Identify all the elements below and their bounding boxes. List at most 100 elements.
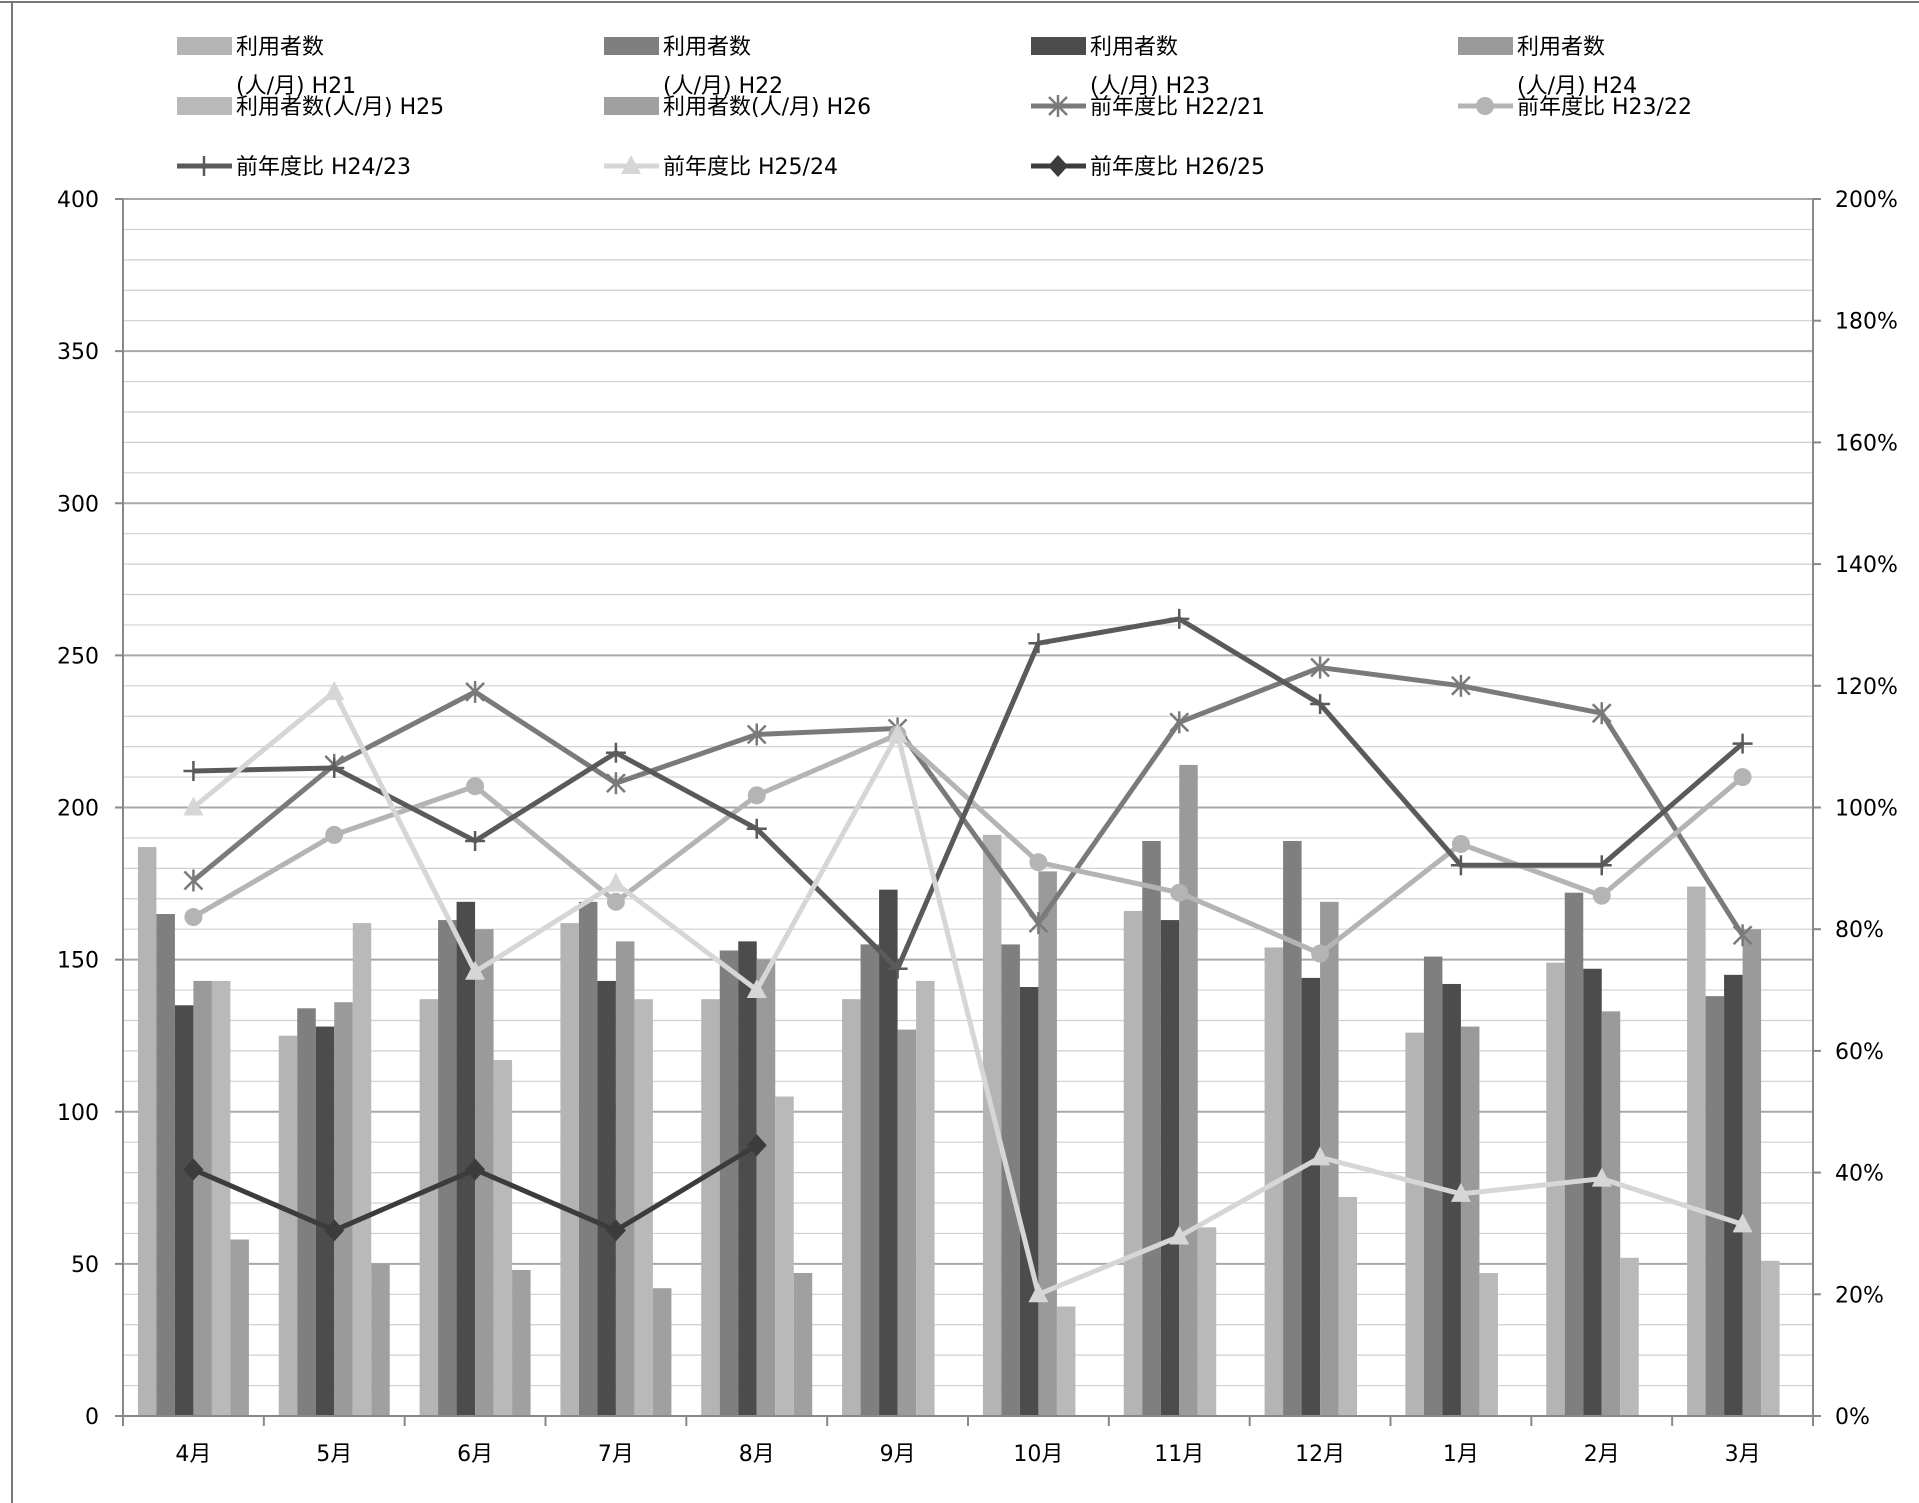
data-point xyxy=(1733,768,1752,787)
x-tick-label: 7月 xyxy=(598,1442,634,1467)
legend-label: 前年度比 H23/22 xyxy=(1517,95,1692,120)
y-left-tick-label: 50 xyxy=(71,1253,99,1278)
marker-triangle xyxy=(1732,1213,1753,1233)
legend-item: 利用者数(人/月) H26 xyxy=(604,95,871,120)
bar xyxy=(1761,1260,1780,1416)
bar xyxy=(278,1035,298,1416)
axes: 0 50 100 150 200 250 300 350 400 0% 20% 40% 60% 80% 10… xyxy=(57,188,1898,1467)
data-point xyxy=(183,760,204,781)
data-point xyxy=(1028,912,1049,935)
data-point xyxy=(1591,702,1612,725)
bar xyxy=(842,999,861,1416)
bar xyxy=(1620,1257,1639,1416)
data-point xyxy=(466,777,485,796)
y-right-tick-label: 120% xyxy=(1835,675,1898,700)
bar xyxy=(493,1060,513,1416)
bar xyxy=(1123,910,1143,1416)
data-point xyxy=(1476,97,1494,115)
marker-circle xyxy=(1029,853,1048,872)
legend-label: 利用者数(人/月) H26 xyxy=(663,95,871,120)
bar xyxy=(897,1029,917,1416)
y-left-tick-label: 400 xyxy=(57,188,99,213)
marker-triangle xyxy=(324,680,345,700)
y-right-tick-label: 60% xyxy=(1835,1040,1884,1065)
data-point xyxy=(183,869,204,892)
data-point xyxy=(621,155,641,174)
data-point xyxy=(324,680,345,700)
data-point xyxy=(1451,674,1471,697)
y-left-tick-label: 100 xyxy=(57,1101,99,1126)
y-right-tick-label: 140% xyxy=(1835,553,1898,578)
x-tick-label: 11月 xyxy=(1154,1442,1204,1467)
bar xyxy=(738,941,757,1416)
x-tick-label: 6月 xyxy=(457,1442,493,1467)
legend-label: 前年度比 H26/25 xyxy=(1090,155,1265,180)
bar xyxy=(1197,1227,1217,1416)
bar xyxy=(297,1008,316,1416)
marker-diamond xyxy=(746,1134,767,1157)
bar xyxy=(334,1002,353,1416)
bar xyxy=(560,923,579,1416)
marker-circle xyxy=(1451,835,1470,854)
data-point xyxy=(183,1158,204,1181)
bar xyxy=(916,980,935,1416)
y-right-tick-label: 40% xyxy=(1835,1162,1884,1187)
bar xyxy=(1038,871,1057,1416)
bar xyxy=(1705,996,1725,1416)
data-point xyxy=(606,892,625,911)
x-tick-label: 8月 xyxy=(739,1442,775,1467)
bar xyxy=(1601,1011,1621,1416)
data-point xyxy=(1170,883,1189,902)
bar xyxy=(1564,892,1584,1416)
legend-item: 前年度比 H23/22 xyxy=(1458,95,1692,120)
marker-diamond xyxy=(1048,155,1068,177)
legend-item: 利用者数 (人/月) H22 xyxy=(604,35,783,99)
data-point xyxy=(324,1219,345,1242)
bar xyxy=(719,950,739,1416)
legend-label: 利用者数 xyxy=(1090,35,1178,60)
bar xyxy=(1546,962,1565,1416)
bar xyxy=(174,1005,194,1416)
marker-circle xyxy=(1170,883,1189,902)
series-line xyxy=(191,665,1745,937)
bar xyxy=(982,834,1002,1416)
data-point xyxy=(1169,608,1190,629)
y-right-tick-label: 0% xyxy=(1835,1405,1870,1430)
marker-triangle xyxy=(465,960,486,980)
y-left-tick-label: 300 xyxy=(57,492,99,517)
data-point xyxy=(1028,633,1049,654)
marker-circle xyxy=(184,908,203,927)
marker-circle xyxy=(747,786,766,805)
data-point xyxy=(465,1158,486,1181)
data-point xyxy=(1451,835,1470,854)
data-point xyxy=(1732,924,1753,947)
legend-item: 利用者数 (人/月) H23 xyxy=(1031,35,1210,99)
data-point xyxy=(1169,1225,1190,1245)
bar xyxy=(371,1263,390,1416)
legend-item: 利用者数(人/月) H25 xyxy=(177,95,444,120)
bar xyxy=(230,1239,249,1416)
bar xyxy=(438,920,457,1416)
bar xyxy=(1160,920,1180,1416)
data-point xyxy=(1591,855,1612,876)
data-point xyxy=(887,723,908,743)
legend-swatch xyxy=(604,37,659,55)
bar xyxy=(1479,1273,1498,1416)
legend-label: 利用者数 xyxy=(236,35,324,60)
marker-circle xyxy=(1476,97,1494,115)
data-point xyxy=(1311,944,1330,963)
y-right-tick-label: 200% xyxy=(1835,188,1898,213)
bar xyxy=(615,941,635,1416)
marker-triangle xyxy=(621,155,641,174)
bar xyxy=(652,1288,672,1416)
bar xyxy=(419,999,439,1416)
data-point xyxy=(1592,886,1611,905)
data-point xyxy=(746,723,767,746)
x-tick-label: 1月 xyxy=(1443,1442,1479,1467)
data-point xyxy=(183,796,204,816)
x-tick-label: 4月 xyxy=(175,1442,211,1467)
x-tick-label: 12月 xyxy=(1295,1442,1345,1467)
data-point xyxy=(194,156,214,176)
y-left-tick-label: 0 xyxy=(85,1405,99,1430)
